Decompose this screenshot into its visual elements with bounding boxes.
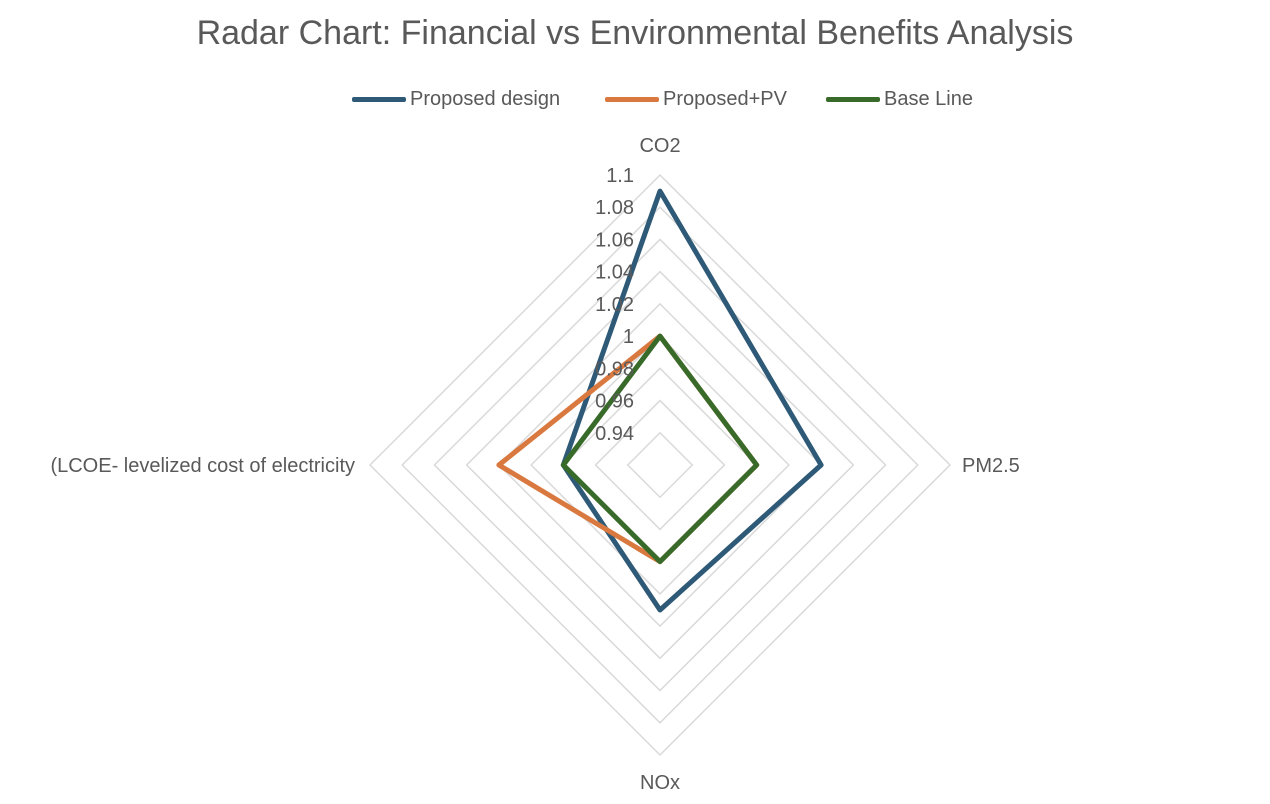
- grid-ring-0-96: [594, 399, 726, 531]
- axis-label-lcoe: (LCOE- levelized cost of electricity: [50, 455, 355, 477]
- tick-label-1-04: 1.04: [595, 262, 634, 284]
- tick-label-1: 1: [623, 326, 634, 348]
- legend-swatch-base-line: [826, 96, 880, 102]
- radar-grid: [368, 173, 952, 757]
- axis-label-pm25: PM2.5: [962, 455, 1020, 477]
- chart-title: Radar Chart: Financial vs Environmental …: [196, 14, 1074, 52]
- legend-label-proposed-design: Proposed design: [410, 87, 561, 110]
- grid-ring-1-1: [368, 173, 952, 757]
- legend-item-base-line: Base Line: [826, 86, 973, 112]
- grid-ring-1-02: [497, 302, 823, 628]
- grid-ring-1-04: [465, 270, 855, 660]
- grid-ring-0-98: [562, 367, 758, 563]
- legend-swatch-proposed-pv: [605, 96, 659, 102]
- legend-label-base-line: Base Line: [884, 87, 973, 110]
- legend-label-proposed-pv: Proposed+PV: [663, 87, 787, 110]
- axis-label-co2: CO2: [639, 135, 680, 157]
- tick-label-0-96: 0.96: [595, 391, 634, 413]
- legend-item-proposed-pv: Proposed+PV: [605, 86, 787, 112]
- radar-tick-labels: 0.94 0.96 0.98 1 1.02 1.04 1.06 1.08 1.1: [595, 165, 634, 445]
- tick-label-0-98: 0.98: [595, 358, 634, 380]
- tick-label-1-1: 1.1: [606, 165, 634, 187]
- radar-axis-labels: CO2 PM2.5 NOx (LCOE- levelized cost of e…: [50, 135, 1019, 794]
- radar-series-group: [496, 188, 824, 613]
- grid-ring-0-94: [626, 431, 694, 499]
- series-base-line: [560, 333, 760, 565]
- grid-ring-1: [530, 335, 790, 595]
- series-proposed-design: [560, 188, 824, 613]
- axis-label-nox: NOx: [640, 772, 680, 794]
- tick-label-1-08: 1.08: [595, 197, 634, 219]
- legend-swatch-proposed-design: [352, 96, 406, 102]
- tick-label-1-06: 1.06: [595, 229, 634, 251]
- legend: Proposed design Proposed+PV Base Line: [0, 86, 1270, 112]
- tick-label-0-94: 0.94: [595, 423, 634, 445]
- grid-ring-1-08: [401, 206, 919, 724]
- legend-item-proposed-design: Proposed design: [352, 86, 560, 112]
- tick-label-1-02: 1.02: [595, 294, 634, 316]
- grid-ring-1-06: [433, 238, 887, 692]
